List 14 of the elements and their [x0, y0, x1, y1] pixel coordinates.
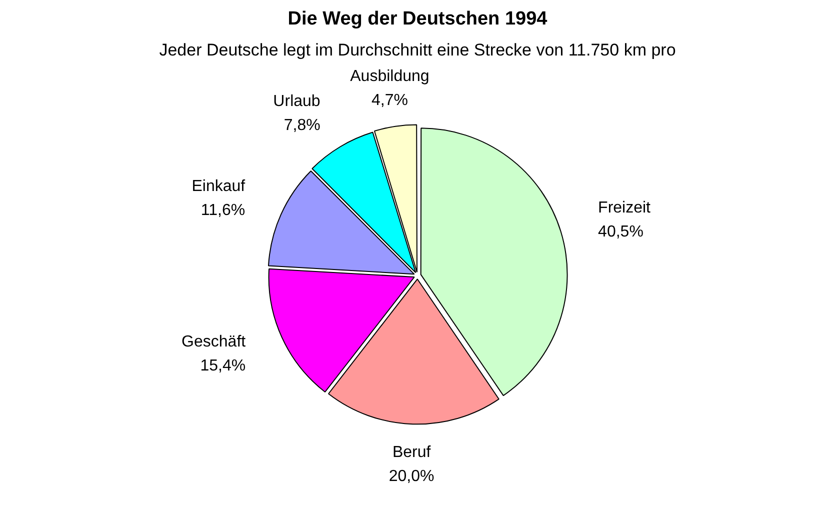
data-label: 15,4%: [200, 357, 246, 374]
slice-label: Geschäft: [182, 333, 246, 350]
slice-label: Beruf: [392, 444, 432, 461]
data-label: 4,7%: [371, 92, 408, 110]
data-label: 7,8%: [284, 117, 320, 134]
data-label: 20,0%: [388, 468, 434, 485]
data-label: 40,5%: [598, 223, 644, 240]
data-label: 11,6%: [200, 202, 246, 219]
chart-subtitle: Jeder Deutsche legt im Durchschnitt eine Strecke von 11.750 km pro: [159, 40, 676, 60]
slice-label: Einkauf: [192, 178, 246, 195]
slice-label: Urlaub: [273, 93, 320, 110]
chart-title: Die Weg der Deutschen 1994: [288, 8, 548, 30]
slice-label: Ausbildung: [350, 68, 430, 86]
slice-label: Freizeit: [598, 199, 652, 216]
